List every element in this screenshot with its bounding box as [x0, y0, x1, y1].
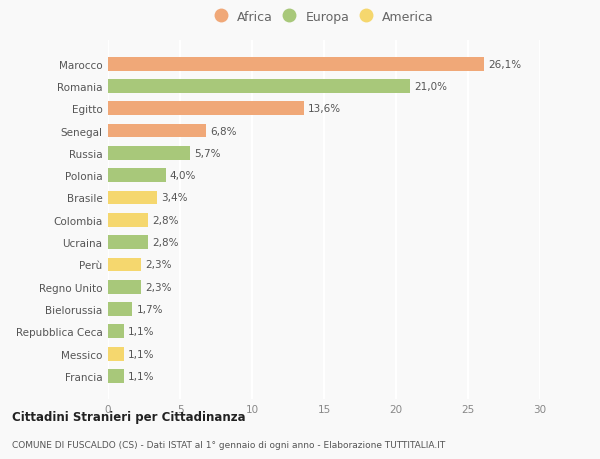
- Bar: [108, 280, 141, 294]
- Text: 6,8%: 6,8%: [210, 126, 237, 136]
- Text: 2,3%: 2,3%: [145, 260, 172, 270]
- Bar: [108, 213, 148, 227]
- Text: 1,7%: 1,7%: [137, 304, 163, 314]
- Text: 21,0%: 21,0%: [415, 82, 448, 92]
- Bar: [108, 325, 124, 339]
- Text: Cittadini Stranieri per Cittadinanza: Cittadini Stranieri per Cittadinanza: [12, 410, 245, 423]
- Bar: [108, 169, 166, 183]
- Text: 26,1%: 26,1%: [488, 60, 521, 69]
- Bar: [108, 258, 141, 272]
- Text: 2,3%: 2,3%: [145, 282, 172, 292]
- Bar: [108, 80, 410, 94]
- Text: 13,6%: 13,6%: [308, 104, 341, 114]
- Text: 1,1%: 1,1%: [128, 327, 155, 336]
- Bar: [108, 146, 190, 161]
- Text: 2,8%: 2,8%: [152, 215, 179, 225]
- Text: 2,8%: 2,8%: [152, 238, 179, 247]
- Bar: [108, 235, 148, 250]
- Text: 1,1%: 1,1%: [128, 371, 155, 381]
- Text: 4,0%: 4,0%: [170, 171, 196, 181]
- Text: 1,1%: 1,1%: [128, 349, 155, 359]
- Text: 3,4%: 3,4%: [161, 193, 188, 203]
- Bar: [108, 191, 157, 205]
- Bar: [108, 302, 133, 316]
- Bar: [108, 124, 206, 138]
- Text: COMUNE DI FUSCALDO (CS) - Dati ISTAT al 1° gennaio di ogni anno - Elaborazione T: COMUNE DI FUSCALDO (CS) - Dati ISTAT al …: [12, 441, 445, 449]
- Bar: [108, 57, 484, 72]
- Text: 5,7%: 5,7%: [194, 149, 221, 158]
- Bar: [108, 369, 124, 383]
- Bar: [108, 102, 304, 116]
- Bar: [108, 347, 124, 361]
- Legend: Africa, Europa, America: Africa, Europa, America: [211, 7, 437, 28]
